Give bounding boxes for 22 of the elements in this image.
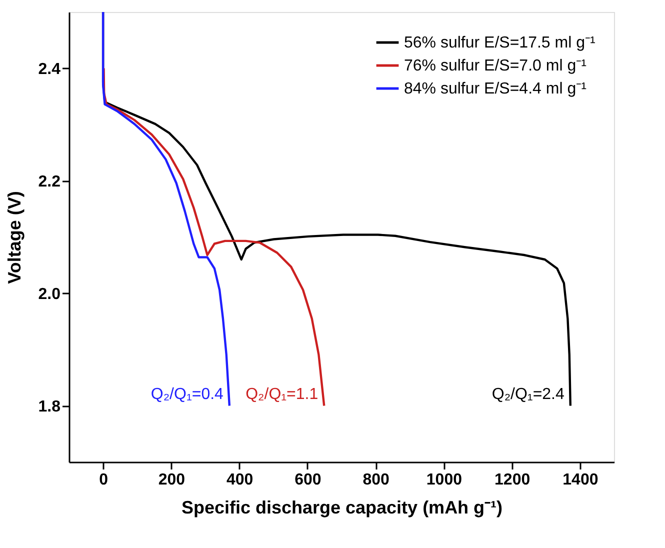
- y-tick-label: 2.0: [38, 286, 61, 303]
- x-tick-label: 1400: [562, 472, 598, 488]
- line-series: [102, 67, 326, 407]
- x-tick-label: 600: [294, 472, 322, 488]
- y-tick-label: 1.8: [38, 398, 61, 416]
- annotation: Q₂/Q₁=2.4: [492, 386, 564, 403]
- y-tick-label: 2.4: [38, 60, 61, 78]
- x-tick-label: 1000: [426, 472, 462, 488]
- x-tick-label: 400: [226, 472, 254, 488]
- x-axis-title: Specific discharge capacity (mAh g⁻¹): [181, 498, 503, 518]
- x-tick-label: 200: [158, 472, 186, 488]
- y-tick-label: 2.2: [38, 173, 61, 190]
- annotation: Q₂/Q₁=0.4: [150, 386, 224, 403]
- legend-label: 76% sulfur E/S=7.0 ml g⁻¹: [404, 58, 586, 74]
- legend-label: 84% sulfur E/S=4.4 ml g⁻¹: [404, 80, 586, 98]
- y-axis-title: Voltage (V): [4, 191, 24, 284]
- line-series: [102, 12, 231, 407]
- x-tick-label: 1200: [494, 472, 530, 488]
- x-tick-label: 800: [362, 472, 390, 488]
- x-tick-label: 0: [99, 472, 108, 488]
- legend-label: 56% sulfur E/S=17.5 ml g⁻¹: [404, 34, 596, 52]
- annotation: Q₂/Q₁=1.1: [246, 386, 318, 403]
